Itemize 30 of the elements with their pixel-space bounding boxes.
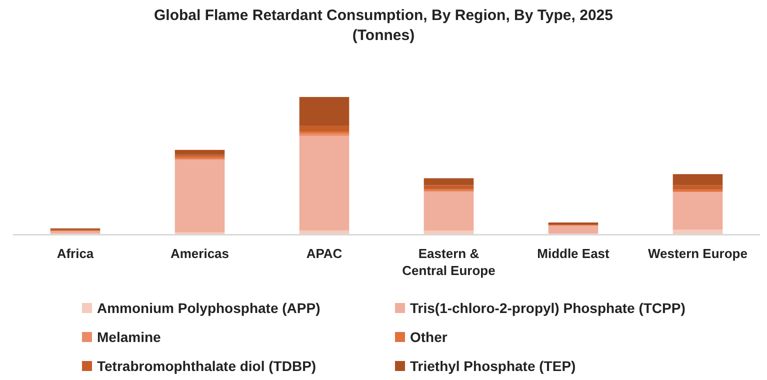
legend-label: Tetrabromophthalate diol (TDBP)	[97, 358, 316, 374]
legend-label: Ammonium Polyphosphate (APP)	[97, 300, 320, 316]
bar	[672, 230, 723, 234]
bar	[424, 230, 474, 234]
bar	[299, 136, 350, 230]
bar	[672, 185, 723, 190]
bar	[299, 97, 350, 126]
bar	[548, 222, 598, 225]
legend-label: Triethyl Phosphate (TEP)	[410, 358, 576, 374]
bar	[672, 174, 723, 186]
bar	[424, 192, 474, 231]
legend-label: Tris(1-chloro-2-propyl) Phosphate (TCPP)	[410, 300, 686, 316]
legend-label: Melamine	[97, 329, 162, 345]
bar	[299, 230, 350, 234]
bar	[174, 160, 225, 232]
bar	[548, 226, 598, 234]
x-tick-label: APAC	[306, 246, 343, 261]
x-tick-label: Middle East	[537, 246, 610, 261]
bar	[299, 125, 350, 132]
bar	[424, 178, 474, 186]
x-tick-label: Americas	[170, 246, 230, 261]
bar	[672, 192, 723, 230]
x-tick-label: Western Europe	[648, 246, 748, 261]
x-tick-label: Africa	[56, 246, 94, 261]
chart-title: Global Flame Retardant Consumption, By Region, By Type, 2025 (Tonnes)	[154, 7, 613, 44]
legend-label: Other	[410, 329, 448, 345]
bar	[50, 230, 100, 234]
x-tick-label: Eastern & Central Europe	[402, 246, 496, 278]
bar	[174, 150, 225, 155]
bar	[424, 185, 474, 190]
